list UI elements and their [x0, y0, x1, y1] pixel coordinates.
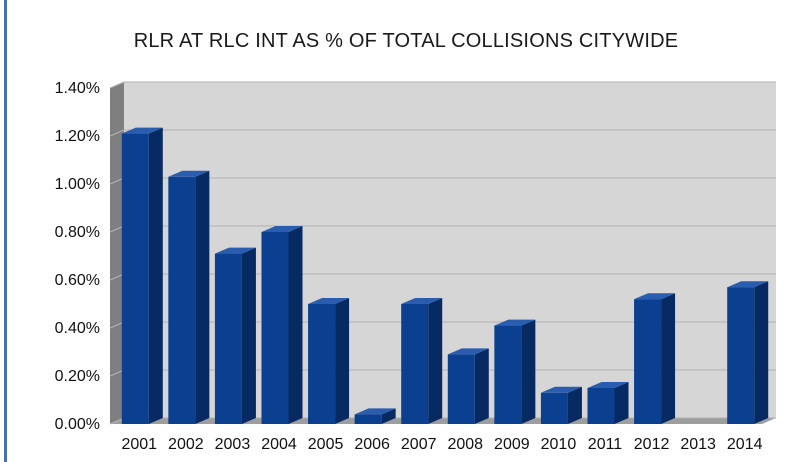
chart-title: RLR AT RLC INT AS % OF TOTAL COLLISIONS … — [133, 30, 679, 52]
bar — [587, 382, 629, 424]
bar-front — [401, 304, 429, 424]
y-tick-label: 0.20% — [55, 368, 100, 385]
bar-side — [754, 281, 769, 424]
x-tick-label: 2007 — [401, 436, 437, 453]
x-tick-label: 2010 — [541, 436, 577, 453]
x-tick-label: 2008 — [447, 436, 483, 453]
bar-front — [494, 325, 522, 424]
bar-side — [521, 319, 536, 424]
x-axis-tick-labels: 2001 2002 2003 2004 2005 2006 2007 2008 2009 2010… — [121, 436, 762, 453]
plot-side-wall — [110, 82, 124, 424]
x-tick-label: 2005 — [308, 436, 344, 453]
bar — [308, 298, 350, 424]
bar — [727, 281, 769, 424]
x-tick-label: 2001 — [121, 436, 157, 453]
y-tick-label: 0.00% — [55, 416, 100, 433]
bar-top — [354, 408, 396, 415]
bar-front — [354, 414, 382, 424]
bar — [540, 386, 582, 424]
bar-side — [335, 298, 350, 424]
gridline-side — [109, 273, 125, 281]
x-tick-label: 2009 — [494, 436, 530, 453]
bar-front — [261, 232, 289, 424]
bar-side — [195, 170, 210, 424]
x-tick-label: 2013 — [680, 436, 716, 453]
x-tick-label: 2006 — [354, 436, 390, 453]
bar-top — [540, 386, 582, 393]
bar-side — [428, 298, 443, 424]
bar — [447, 348, 489, 424]
bar-top — [261, 226, 303, 232]
bar — [261, 226, 303, 424]
y-axis-tick-labels: 0.00% 0.20% 0.40% 0.60% 0.80% 1.00% 1.20% 1.40% — [55, 80, 100, 433]
bar-top — [494, 319, 536, 326]
bar-top — [121, 127, 163, 134]
gridline-side — [109, 129, 125, 137]
bar-side — [241, 247, 256, 424]
bar — [168, 170, 210, 424]
x-tick-label: 2012 — [634, 436, 670, 453]
bar-top — [587, 382, 629, 388]
x-tick-label: 2004 — [261, 436, 297, 453]
bar-side — [614, 382, 629, 424]
bar-side — [381, 408, 396, 424]
chart-walls — [110, 82, 776, 424]
x-tick-label: 2014 — [727, 436, 763, 453]
y-tick-label: 1.00% — [55, 176, 100, 193]
bar-front — [540, 392, 568, 424]
bar — [121, 127, 163, 424]
bar-side — [474, 348, 489, 424]
bar-top — [447, 348, 489, 355]
bar-front — [214, 253, 242, 424]
bar-front — [447, 354, 475, 424]
bar-front — [121, 133, 149, 424]
bar — [634, 293, 676, 424]
y-tick-label: 1.40% — [55, 80, 100, 97]
bar-side — [567, 386, 582, 424]
bar-side — [661, 293, 676, 424]
bars — [121, 127, 769, 424]
plot-floor — [110, 418, 776, 424]
bar-top — [308, 298, 350, 304]
gridline-side — [109, 225, 125, 233]
y-tick-label: 0.80% — [55, 224, 100, 241]
x-tick-label: 2011 — [588, 436, 623, 453]
gridline-side — [109, 417, 125, 425]
x-tick-label: 2003 — [215, 436, 251, 453]
bar-top — [168, 170, 210, 177]
gridline-side — [109, 177, 125, 185]
gridline-side — [109, 369, 125, 377]
bar — [214, 247, 256, 424]
left-border-rule — [4, 0, 7, 462]
gridline-side — [109, 321, 125, 329]
bar — [354, 408, 396, 424]
bar-top — [727, 281, 769, 288]
bar-front — [168, 176, 196, 424]
bar-front — [634, 299, 662, 424]
y-tick-label: 0.40% — [55, 320, 100, 337]
bar-side — [288, 226, 303, 424]
y-tick-label: 0.60% — [55, 272, 100, 289]
x-tick-label: 2002 — [168, 436, 204, 453]
bar-side — [148, 127, 163, 424]
bar — [401, 298, 443, 424]
gridline-side — [109, 81, 125, 89]
bar-top — [401, 298, 443, 304]
bar-front — [308, 304, 336, 424]
bar-top — [634, 293, 676, 300]
y-tick-label: 1.20% — [55, 128, 100, 145]
bar — [494, 319, 536, 424]
bar-front — [587, 388, 615, 424]
bar-front — [727, 287, 755, 424]
bar-top — [214, 247, 256, 254]
